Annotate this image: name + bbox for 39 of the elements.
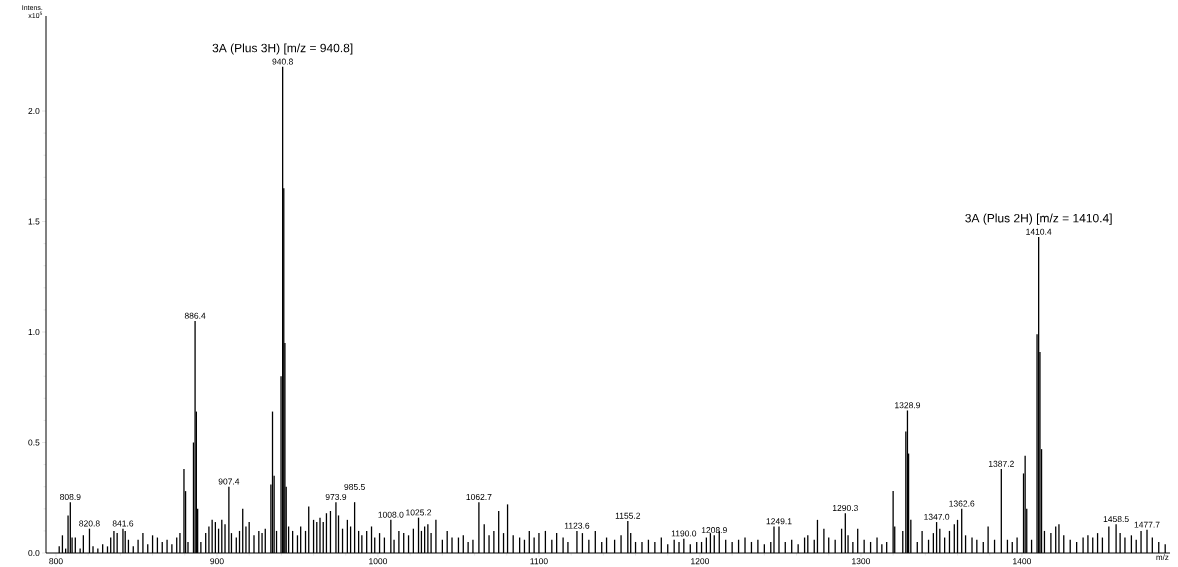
annotation: 3A (Plus 3H) [m/z = 940.8]: [212, 43, 353, 55]
annotation: 907.4: [218, 478, 240, 485]
y-tick-label: 0.0: [28, 549, 40, 556]
x-axis-title: m/z: [1156, 554, 1169, 561]
annotation: 1249.1: [766, 518, 792, 525]
annotation: 985.5: [344, 483, 365, 490]
annotation: 1190.0: [671, 530, 697, 537]
annotation: 1025.2: [406, 509, 432, 516]
annotation: 1155.2: [615, 512, 641, 519]
y-tick-label: 1.0: [28, 329, 40, 336]
annotation: 886.4: [184, 312, 206, 319]
x-tick-label: 1100: [530, 558, 548, 565]
annotation: 1347.0: [924, 513, 950, 520]
annotation: 1123.6: [564, 522, 590, 529]
x-tick-label: 1400: [1013, 558, 1032, 565]
annotation: 1208.9: [701, 527, 727, 534]
x-tick-label: 1000: [369, 558, 388, 565]
annotation: 940.8: [272, 58, 293, 65]
annotation: 3A (Plus 2H) [m/z = 1410.4]: [965, 213, 1112, 225]
annotation: 1387.2: [988, 460, 1014, 467]
annotation: 808.9: [60, 493, 81, 500]
annotation: 820.8: [79, 520, 100, 527]
x-tick-label: 900: [210, 558, 224, 565]
annotation: 1328.9: [895, 402, 921, 409]
x-tick-label: 800: [49, 558, 63, 565]
x-tick-label: 1300: [852, 558, 871, 565]
y-tick-label: 0.5: [28, 439, 40, 446]
annotation: 1477.7: [1134, 521, 1160, 528]
annotation: 1290.3: [832, 505, 858, 512]
annotation: 1458.5: [1103, 516, 1129, 523]
annotation: 1008.0: [378, 511, 404, 518]
annotation: 1062.7: [466, 493, 492, 500]
y-tick-label: 2.0: [28, 108, 40, 115]
annotation: 973.9: [325, 493, 347, 500]
annotation: 1410.4: [1026, 228, 1052, 235]
x-tick-label: 1200: [691, 558, 710, 565]
annotation: 841.6: [112, 520, 134, 527]
annotation: 1362.6: [949, 500, 975, 507]
y-tick-label: 1.5: [28, 218, 40, 225]
